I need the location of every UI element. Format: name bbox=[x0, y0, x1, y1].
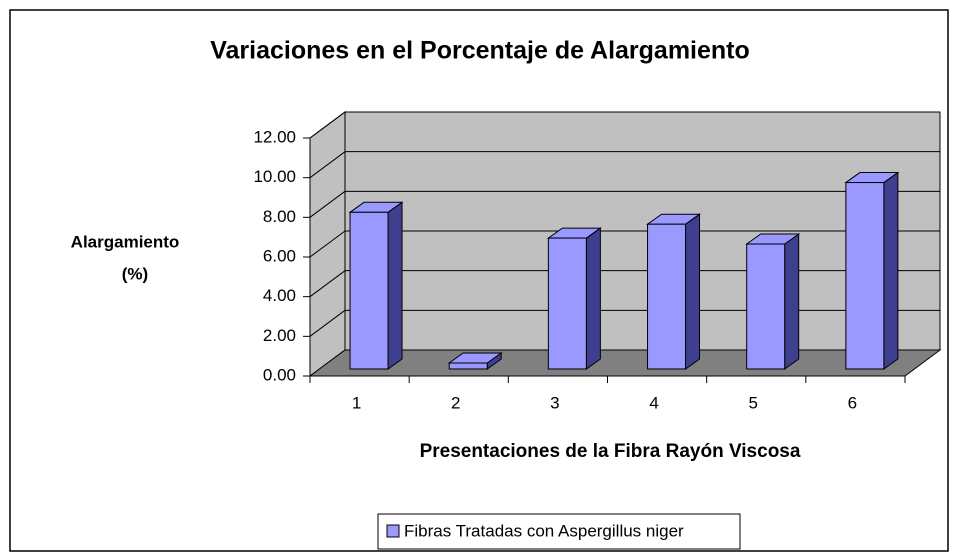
legend bbox=[377, 513, 741, 550]
y-axis-label: (%) bbox=[122, 264, 148, 283]
grid-line bbox=[309, 309, 346, 337]
y-axis-label: Alargamiento bbox=[71, 232, 180, 251]
bar bbox=[647, 223, 687, 370]
chart-title: Variaciones en el Porcentaje de Alargami… bbox=[210, 37, 750, 65]
bar-side bbox=[784, 233, 800, 370]
bar bbox=[845, 182, 885, 370]
y-tick-label: 8.00 bbox=[263, 207, 296, 226]
x-tick-label: 2 bbox=[451, 393, 460, 412]
bar-side bbox=[883, 171, 899, 370]
legend-swatch bbox=[386, 524, 400, 538]
y-tick-label: 6.00 bbox=[263, 246, 296, 265]
legend-label: Fibras Tratadas con Aspergillus niger bbox=[404, 521, 684, 540]
x-tick-label: 4 bbox=[649, 393, 658, 412]
bar bbox=[547, 237, 587, 370]
bar-side bbox=[387, 201, 403, 370]
grid-line bbox=[309, 190, 346, 218]
bar bbox=[746, 243, 786, 370]
y-tick-label: 2.00 bbox=[263, 326, 296, 345]
grid-line bbox=[309, 270, 346, 298]
bar-side bbox=[585, 227, 601, 370]
y-tick-label: 0.00 bbox=[263, 365, 296, 384]
y-tick-label: 4.00 bbox=[263, 286, 296, 305]
y-tick-label: 10.00 bbox=[253, 167, 296, 186]
y-tick-label: 12.00 bbox=[253, 127, 296, 146]
bar-side bbox=[685, 213, 701, 370]
grid-line bbox=[309, 230, 346, 258]
x-tick-label: 6 bbox=[848, 393, 857, 412]
grid-line bbox=[309, 111, 346, 139]
bar bbox=[349, 211, 389, 370]
x-tick-label: 1 bbox=[352, 393, 361, 412]
grid-line bbox=[309, 151, 346, 179]
x-axis-label: Presentaciones de la Fibra Rayón Viscosa bbox=[420, 441, 801, 462]
x-tick-label: 5 bbox=[749, 393, 758, 412]
bar bbox=[448, 362, 488, 370]
x-tick-label: 3 bbox=[550, 393, 559, 412]
